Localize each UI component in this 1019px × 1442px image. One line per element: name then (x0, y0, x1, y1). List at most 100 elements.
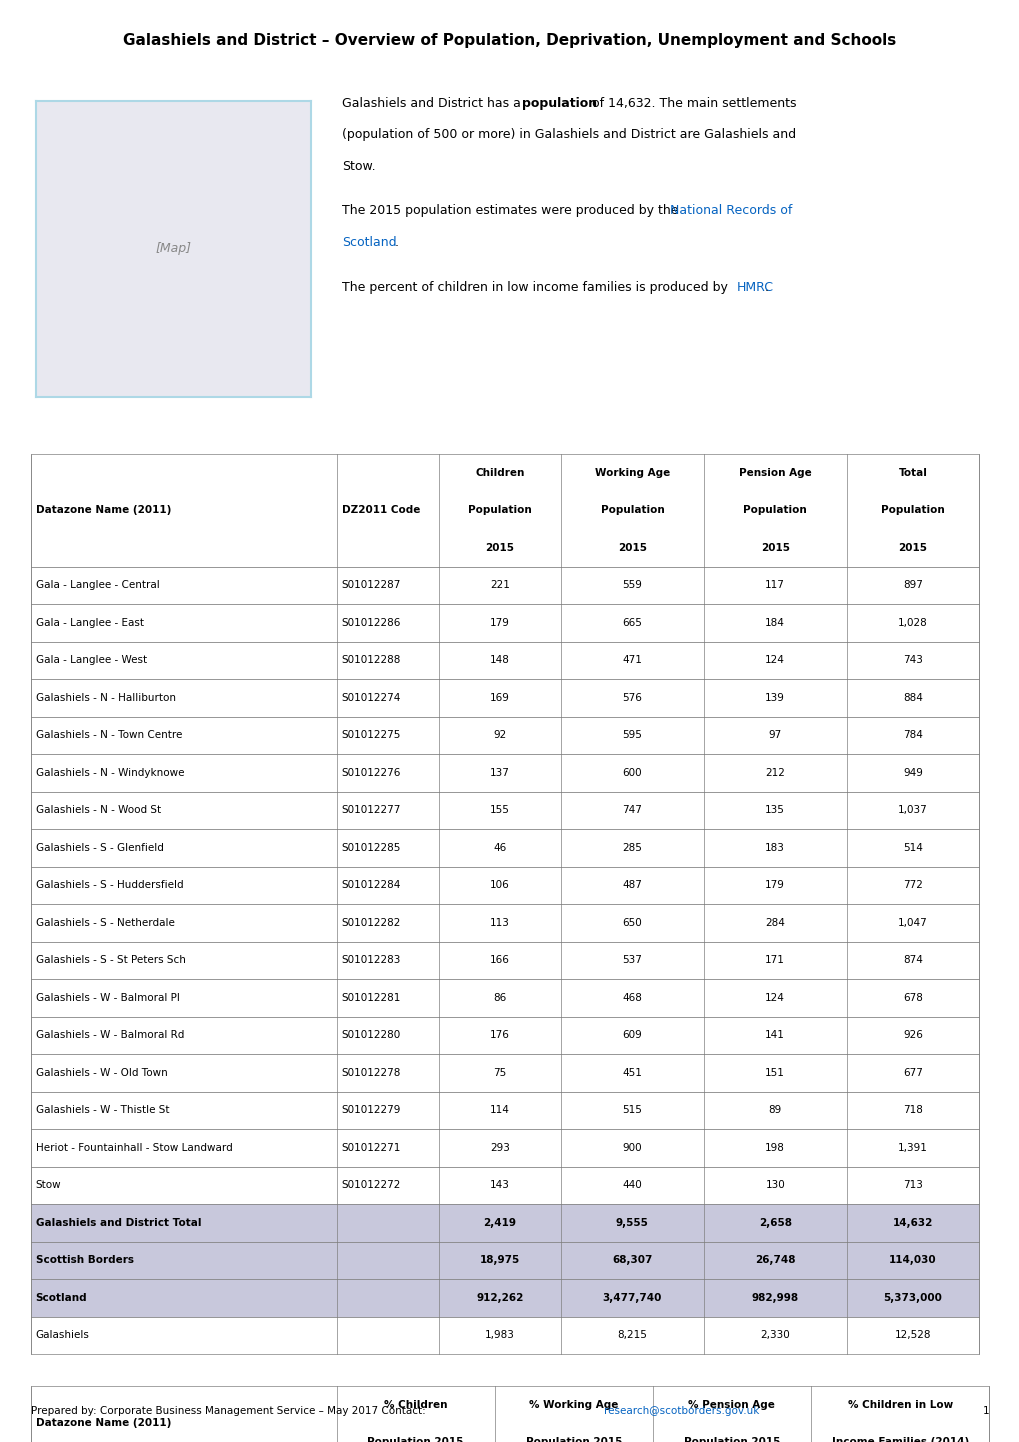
Text: 982,998: 982,998 (751, 1293, 798, 1302)
Text: 576: 576 (622, 694, 642, 702)
Text: S01012276: S01012276 (341, 769, 400, 777)
Text: .: . (764, 281, 768, 294)
Text: 14,632: 14,632 (892, 1218, 932, 1227)
Text: Galashiels - S - Huddersfield: Galashiels - S - Huddersfield (36, 881, 183, 890)
Text: Population 2015: Population 2015 (367, 1438, 464, 1442)
Text: 124: 124 (764, 656, 785, 665)
Text: Total: Total (898, 469, 926, 477)
Text: Population: Population (468, 506, 531, 515)
Text: [Map]: [Map] (155, 242, 192, 255)
Text: 221: 221 (489, 581, 510, 590)
Text: 9,555: 9,555 (615, 1218, 648, 1227)
Text: Galashiels - N - Town Centre: Galashiels - N - Town Centre (36, 731, 182, 740)
Text: Scotland: Scotland (341, 236, 396, 249)
Text: 600: 600 (622, 769, 642, 777)
Text: 1,037: 1,037 (897, 806, 927, 815)
Text: Population 2015: Population 2015 (683, 1438, 780, 1442)
Text: 151: 151 (764, 1069, 785, 1077)
Text: Gala - Langlee - West: Gala - Langlee - West (36, 656, 147, 665)
Text: 92: 92 (493, 731, 505, 740)
Text: % Children: % Children (383, 1400, 447, 1409)
Text: 137: 137 (489, 769, 510, 777)
Text: 12,528: 12,528 (894, 1331, 930, 1340)
Text: The percent of children in low income families is produced by: The percent of children in low income fa… (341, 281, 731, 294)
Text: 440: 440 (622, 1181, 642, 1190)
Text: 169: 169 (489, 694, 510, 702)
Text: 1: 1 (982, 1406, 988, 1416)
Text: Galashiels - S - Netherdale: Galashiels - S - Netherdale (36, 919, 174, 927)
Text: HMRC: HMRC (736, 281, 772, 294)
Text: 285: 285 (622, 844, 642, 852)
Text: 8,215: 8,215 (616, 1331, 647, 1340)
Text: Datazone Name (2011): Datazone Name (2011) (36, 506, 171, 515)
Text: of 14,632. The main settlements: of 14,632. The main settlements (587, 97, 795, 110)
Text: % Children in Low: % Children in Low (847, 1400, 952, 1409)
Text: 2015: 2015 (618, 544, 646, 552)
Text: 718: 718 (902, 1106, 922, 1115)
Text: Population 2015: Population 2015 (525, 1438, 622, 1442)
Text: 46: 46 (493, 844, 505, 852)
Text: Scotland: Scotland (36, 1293, 88, 1302)
Text: 713: 713 (902, 1181, 922, 1190)
Text: 678: 678 (902, 994, 922, 1002)
Text: 5,373,000: 5,373,000 (882, 1293, 942, 1302)
Text: Datazone Name (2011): Datazone Name (2011) (36, 1419, 171, 1428)
Text: The 2015 population estimates were produced by the: The 2015 population estimates were produ… (341, 205, 682, 218)
Text: S01012284: S01012284 (341, 881, 400, 890)
Text: 143: 143 (489, 1181, 510, 1190)
Text: 665: 665 (622, 619, 642, 627)
Text: 171: 171 (764, 956, 785, 965)
Text: 609: 609 (622, 1031, 642, 1040)
Text: Gala - Langlee - East: Gala - Langlee - East (36, 619, 144, 627)
Text: research@scotborders.gov.uk: research@scotborders.gov.uk (603, 1406, 758, 1416)
Text: 114,030: 114,030 (889, 1256, 935, 1265)
Text: 926: 926 (902, 1031, 922, 1040)
Text: 1,047: 1,047 (897, 919, 927, 927)
Text: 451: 451 (622, 1069, 642, 1077)
Text: Stow: Stow (36, 1181, 61, 1190)
Text: S01012281: S01012281 (341, 994, 400, 1002)
Text: S01012271: S01012271 (341, 1144, 400, 1152)
Text: Prepared by: Corporate Business Management Service – May 2017 Contact:: Prepared by: Corporate Business Manageme… (31, 1406, 428, 1416)
Text: 2015: 2015 (485, 544, 514, 552)
Text: Galashiels - N - Windyknowe: Galashiels - N - Windyknowe (36, 769, 184, 777)
Text: S01012287: S01012287 (341, 581, 400, 590)
Text: 677: 677 (902, 1069, 922, 1077)
Text: 3,477,740: 3,477,740 (602, 1293, 661, 1302)
Text: 75: 75 (493, 1069, 505, 1077)
Text: 747: 747 (622, 806, 642, 815)
Text: S01012288: S01012288 (341, 656, 400, 665)
Text: 212: 212 (764, 769, 785, 777)
Text: Galashiels - N - Wood St: Galashiels - N - Wood St (36, 806, 161, 815)
Text: 179: 179 (489, 619, 510, 627)
Text: 900: 900 (622, 1144, 642, 1152)
Text: 514: 514 (902, 844, 922, 852)
Text: 874: 874 (902, 956, 922, 965)
Text: 468: 468 (622, 994, 642, 1002)
Text: S01012272: S01012272 (341, 1181, 400, 1190)
Text: 139: 139 (764, 694, 785, 702)
Text: Scottish Borders: Scottish Borders (36, 1256, 133, 1265)
Text: 183: 183 (764, 844, 785, 852)
Text: S01012286: S01012286 (341, 619, 400, 627)
Text: 897: 897 (902, 581, 922, 590)
Text: 772: 772 (902, 881, 922, 890)
Text: Galashiels - S - Glenfield: Galashiels - S - Glenfield (36, 844, 163, 852)
Text: S01012279: S01012279 (341, 1106, 400, 1115)
Text: 471: 471 (622, 656, 642, 665)
Text: 949: 949 (902, 769, 922, 777)
Text: 26,748: 26,748 (754, 1256, 795, 1265)
Text: 106: 106 (489, 881, 510, 890)
Text: DZ2011 Code: DZ2011 Code (341, 506, 420, 515)
Text: % Working Age: % Working Age (529, 1400, 618, 1409)
Text: 179: 179 (764, 881, 785, 890)
Text: population: population (522, 97, 597, 110)
Text: S01012277: S01012277 (341, 806, 400, 815)
Text: 113: 113 (489, 919, 510, 927)
Text: 650: 650 (622, 919, 642, 927)
Text: Income Families (2014): Income Families (2014) (830, 1438, 968, 1442)
Text: National Records of: National Records of (669, 205, 792, 218)
Text: 515: 515 (622, 1106, 642, 1115)
Text: S01012285: S01012285 (341, 844, 400, 852)
Text: 148: 148 (489, 656, 510, 665)
